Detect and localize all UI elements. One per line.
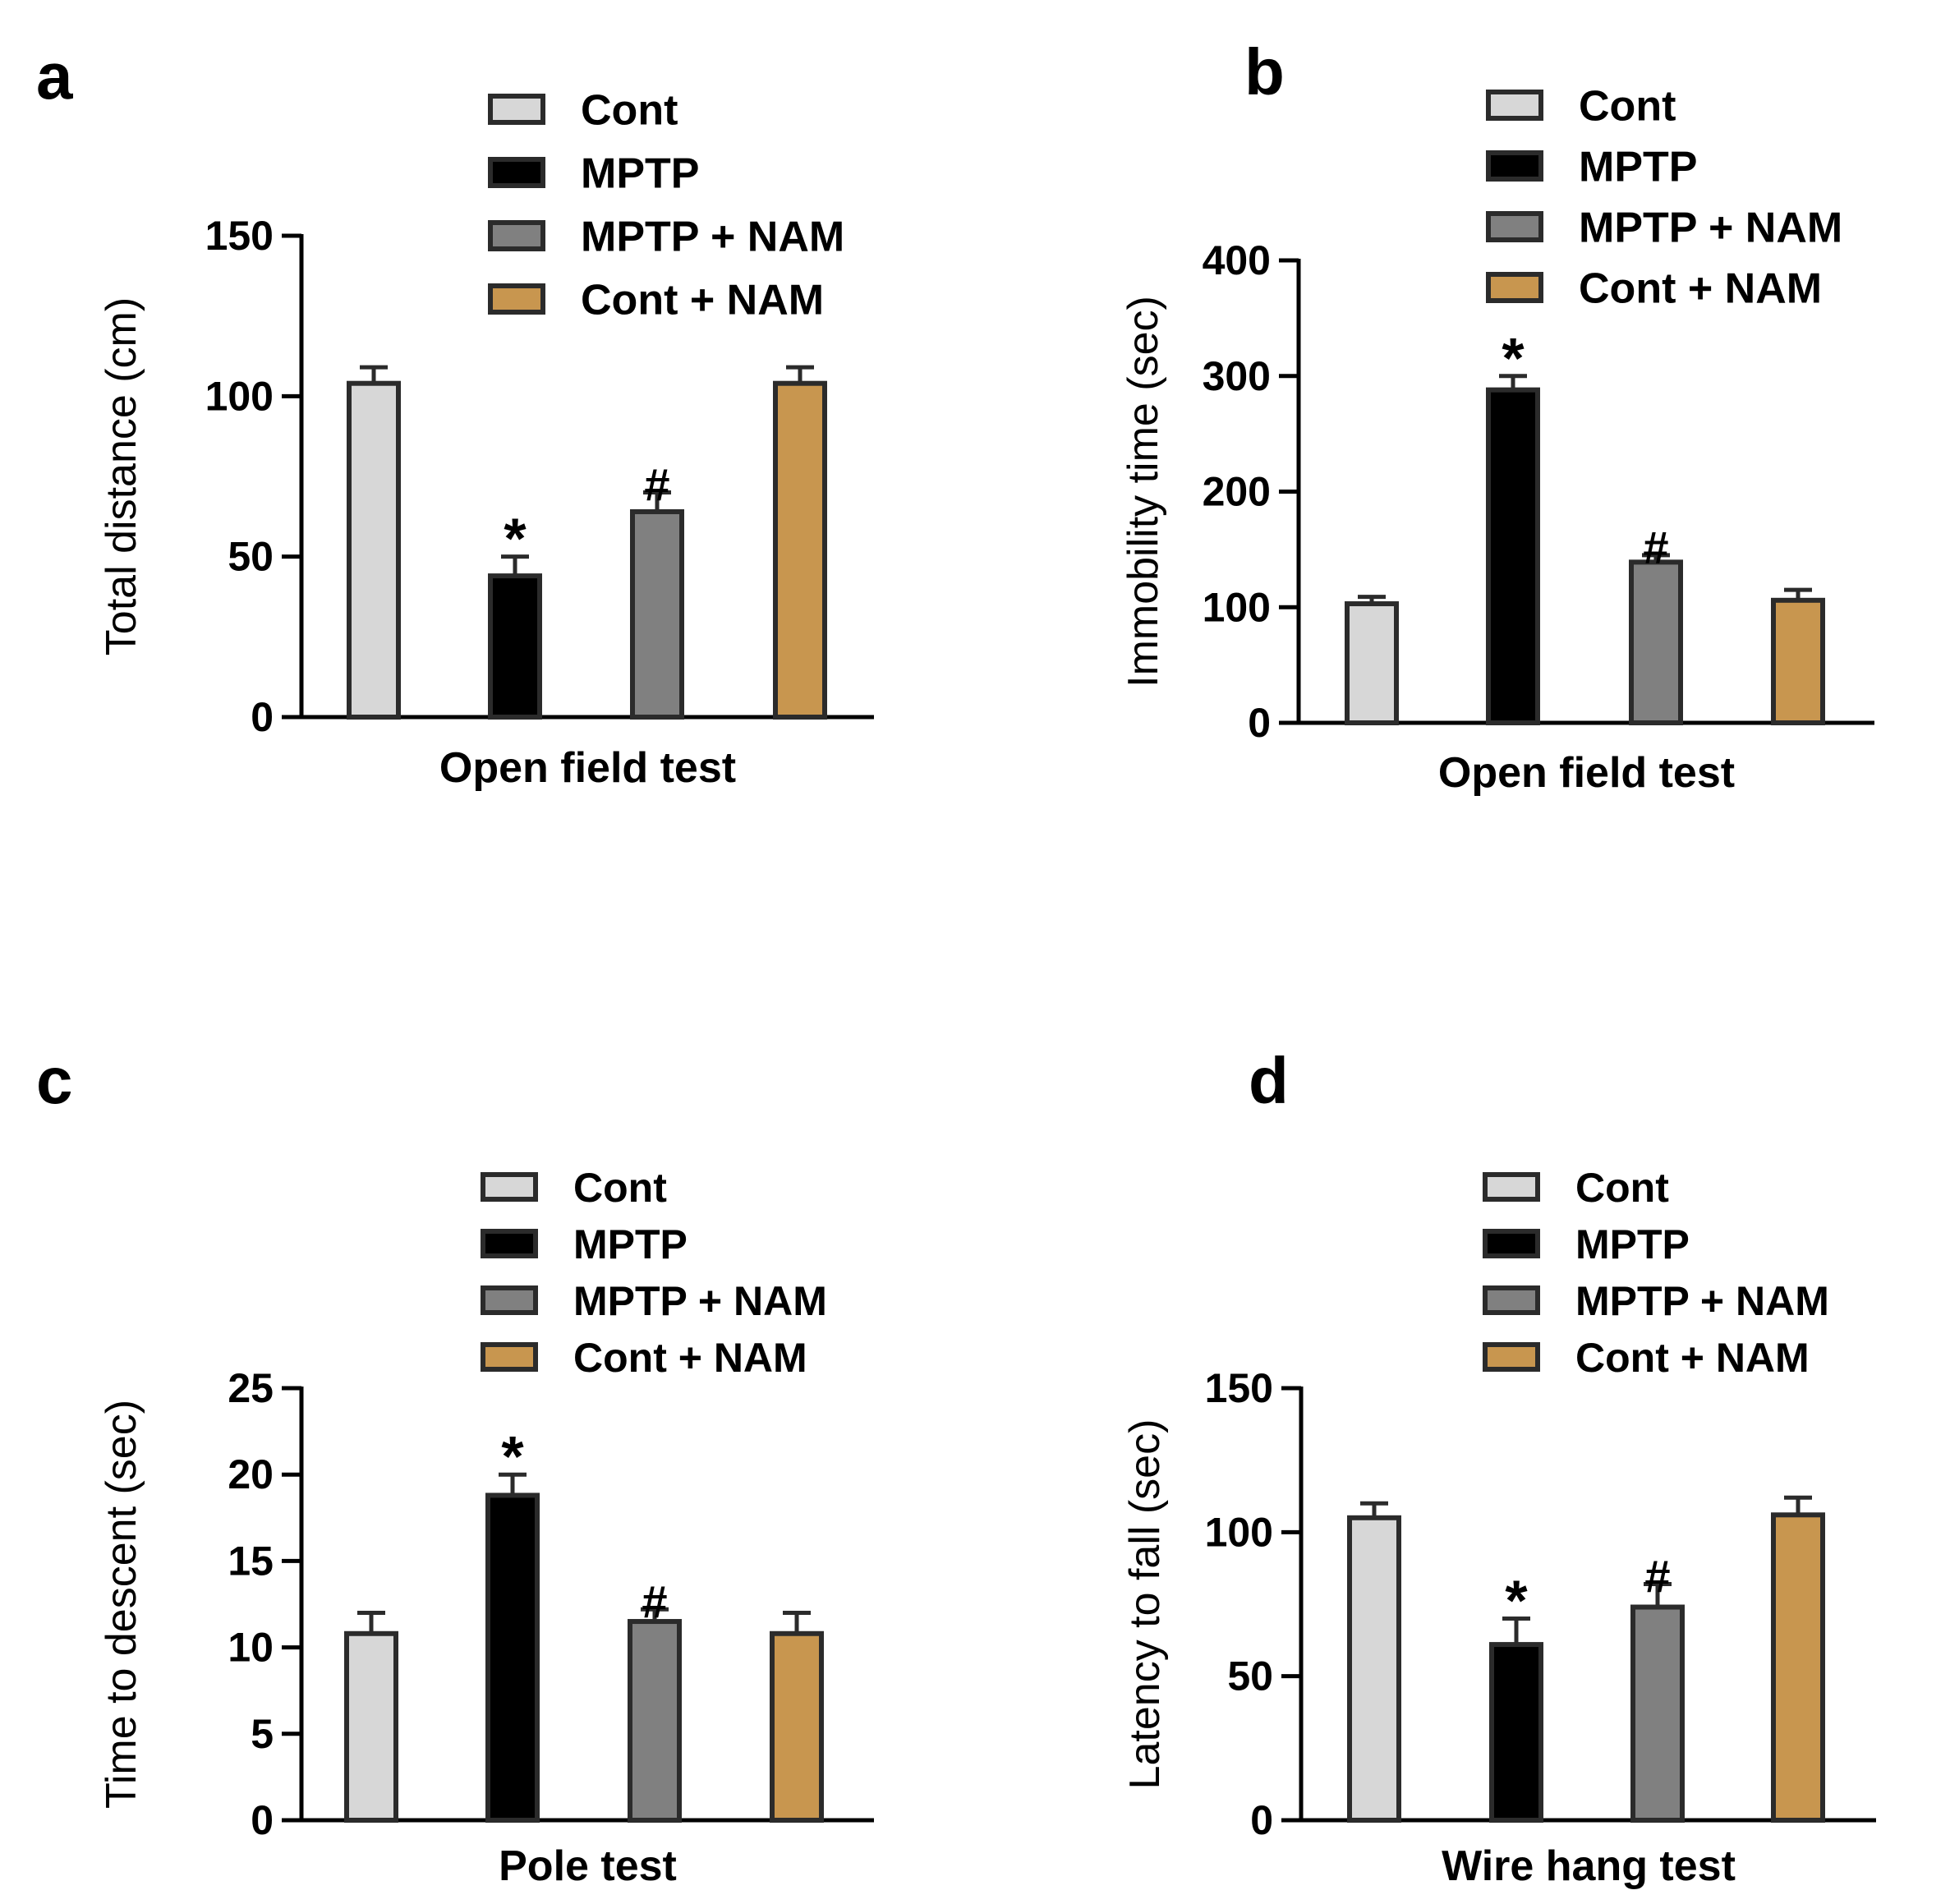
bar-mptp-nam [1629,559,1683,725]
legend-swatch [481,1172,538,1202]
chart-panel-c: c 0 5 10 15 20 25 Time to descent (sec) Pole tes… [36,1044,874,1890]
legend-label: MPTP + NAM [573,1278,827,1324]
legend-label: Cont [581,87,678,135]
legend-label: Cont + NAM [1575,1335,1810,1381]
y-tick-label: 20 [228,1451,274,1497]
legend-label: Cont + NAM [581,277,824,324]
legend-swatch [488,283,545,315]
bar-cont [347,380,401,720]
y-tick-label: 0 [1248,700,1271,746]
significance-star: * [504,507,527,571]
y-tick-label: 25 [228,1365,274,1411]
y-tick-label: 300 [1203,353,1271,399]
y-tick-label: 100 [1205,1509,1273,1555]
y-tick-label: 150 [205,213,274,259]
significance-hash: # [1643,522,1668,573]
legend-swatch [488,220,545,251]
legend-label: MPTP + NAM [1579,205,1842,252]
y-axis-label: Time to descent (sec) [98,1400,145,1809]
legend-swatch [488,157,545,188]
legend-swatch [1483,1172,1540,1202]
legend-label: Cont [573,1165,667,1211]
legend-label: MPTP [573,1221,688,1267]
y-tick-label: 100 [205,373,274,419]
legend-swatch [1486,90,1543,121]
bar-cont-nam [773,380,827,720]
chart-panel-b: b 0 100 200 300 400 Immobility time (sec) Open … [1120,35,1874,797]
legend-label: Cont [1579,83,1676,131]
y-tick-label: 100 [1203,584,1271,630]
chart-panel-a: a 0 50 100 150 Total distance (cm) Open field … [36,39,874,792]
legend-swatch [481,1285,538,1315]
bar-mptp [488,573,542,720]
y-tick-label: 0 [1250,1797,1273,1843]
legend-swatch [1483,1342,1540,1372]
bar-mptp-nam [630,508,684,720]
x-axis-label: Pole test [499,1842,677,1890]
legend-label: Cont [1575,1165,1669,1211]
bar-cont-nam [770,1630,824,1823]
legend-swatch [481,1342,538,1372]
x-axis-label: Wire hang test [1442,1842,1736,1890]
legend-swatch [1486,272,1543,303]
y-tick-label: 0 [251,694,274,740]
legend-label: Cont + NAM [1579,265,1822,313]
legend-swatch [1486,150,1543,182]
y-tick-label: 50 [1227,1653,1273,1699]
y-tick-label: 200 [1203,469,1271,515]
y-tick-label: 150 [1205,1365,1273,1411]
bar-mptp [485,1492,540,1823]
bar-cont [1347,1515,1401,1824]
significance-hash: # [1644,1550,1670,1602]
bar-mptp-nam [1630,1604,1685,1824]
significance-hash: # [642,1575,667,1627]
y-tick-label: 15 [228,1538,274,1584]
bar-cont [1345,601,1399,726]
legend-swatch [481,1229,538,1258]
significance-star: * [501,1424,524,1488]
panel-label: c [36,1044,73,1117]
legend-swatch [1483,1285,1540,1315]
legend-swatch [1483,1229,1540,1258]
y-tick-label: 50 [228,534,274,580]
y-tick-label: 10 [228,1625,274,1671]
chart-panel-d: d 0 50 100 150 Latency to fall (sec) Wire hang… [1121,1044,1876,1890]
y-tick-label: 0 [251,1797,274,1843]
bar-mptp [1486,387,1540,725]
legend-swatch [488,94,545,125]
bar-cont [344,1630,398,1823]
legend-label: MPTP + NAM [1575,1278,1829,1324]
legend-label: MPTP [1575,1221,1690,1267]
bar-mptp-nam [628,1619,682,1824]
x-axis-label: Open field test [439,744,736,792]
x-axis-label: Open field test [1438,749,1735,797]
y-axis-label: Immobility time (sec) [1120,296,1167,688]
bar-mptp [1489,1642,1543,1824]
legend-label: MPTP + NAM [581,214,844,261]
y-axis-label: Total distance (cm) [98,297,145,655]
bar-cont-nam [1771,1512,1825,1823]
significance-hash: # [644,459,669,511]
legend-swatch [1486,211,1543,242]
significance-star: * [1505,1569,1528,1633]
legend-label: MPTP [1579,144,1697,191]
y-axis-label: Latency to fall (sec) [1121,1419,1169,1790]
panel-label: a [36,39,73,113]
legend-label: Cont + NAM [573,1335,807,1381]
y-tick-label: 400 [1203,237,1271,283]
panel-label: b [1244,35,1285,108]
significance-star: * [1502,326,1525,390]
panel-label: d [1249,1044,1289,1117]
legend-label: MPTP [581,150,699,198]
bar-cont-nam [1771,597,1825,725]
y-tick-label: 5 [251,1711,274,1757]
